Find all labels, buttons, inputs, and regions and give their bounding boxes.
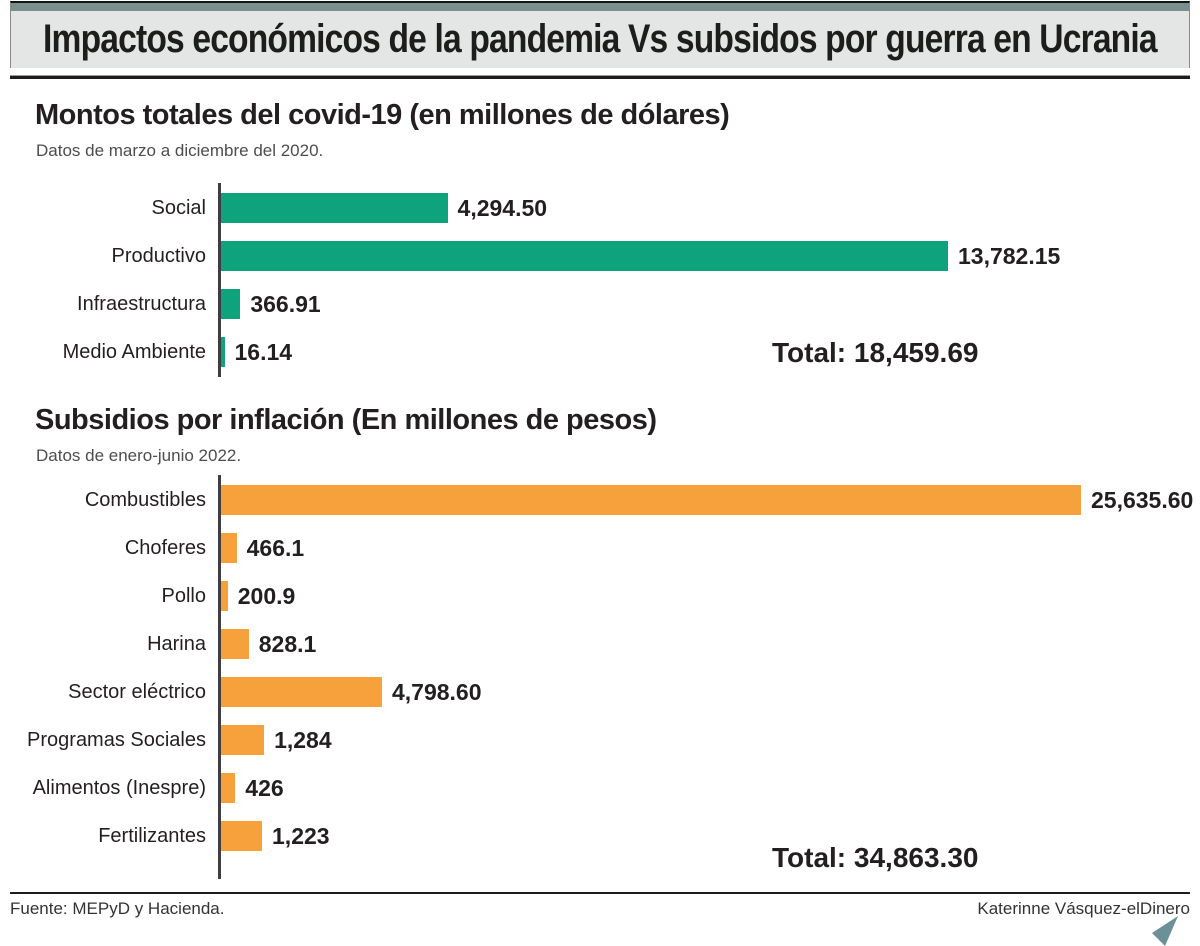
value-label: 16.14 bbox=[234, 338, 293, 365]
category-label: Programas Sociales bbox=[27, 728, 206, 751]
category-label: Productivo bbox=[111, 244, 207, 267]
value-label: 426 bbox=[245, 774, 284, 801]
chart-row: Infraestructura 366.91 bbox=[0, 289, 1200, 319]
category-label: Harina bbox=[147, 632, 206, 655]
chart-title: Montos totales del covid-19 (en millones… bbox=[35, 99, 730, 131]
chart-row: Pollo 200.9 bbox=[0, 581, 1200, 611]
chart-subtitle: Datos de enero-junio 2022. bbox=[36, 446, 242, 465]
source-credit: Fuente: MEPyD y Hacienda. bbox=[10, 899, 225, 918]
value-bar bbox=[221, 337, 225, 367]
value-bar bbox=[221, 725, 265, 755]
value-bar bbox=[221, 485, 1081, 515]
chart-subtitle: Datos de marzo a diciembre del 2020. bbox=[36, 141, 324, 160]
value-bar bbox=[221, 289, 241, 319]
value-label: 13,782.15 bbox=[958, 242, 1061, 269]
value-bar bbox=[221, 629, 249, 659]
header-accent-bar bbox=[11, 3, 1189, 11]
chart-row: Programas Sociales 1,284 bbox=[0, 725, 1200, 755]
bar-chart-subsidios: Combustibles 25,635.60 Choferes 466.1 Pollo 2… bbox=[0, 475, 1200, 879]
chart-row: Sector eléctrico 4,798.60 bbox=[0, 677, 1200, 707]
header: Impactos económicos de la pandemia Vs su… bbox=[10, 1, 1190, 68]
value-label: 366.91 bbox=[250, 290, 321, 317]
chart-row: Harina 828.1 bbox=[0, 629, 1200, 659]
category-label: Medio Ambiente bbox=[62, 340, 206, 363]
category-label: Alimentos (Inespre) bbox=[32, 776, 206, 799]
footer-rule bbox=[10, 892, 1190, 894]
value-label: 1,284 bbox=[274, 726, 332, 753]
page-title: Impactos económicos de la pandemia Vs su… bbox=[43, 17, 1157, 61]
value-label: 4,294.50 bbox=[457, 194, 548, 221]
category-label: Combustibles bbox=[84, 488, 206, 511]
category-label: Choferes bbox=[124, 536, 206, 559]
chart-title: Subsidios por inflación (En millones de … bbox=[35, 404, 657, 436]
value-label: 828.1 bbox=[258, 630, 317, 657]
chart-row: Medio Ambiente 16.14 bbox=[0, 337, 1200, 367]
category-label: Pollo bbox=[161, 584, 206, 607]
value-bar bbox=[221, 677, 382, 707]
chart-row: Choferes 466.1 bbox=[0, 533, 1200, 563]
value-bar bbox=[221, 773, 236, 803]
chart-total: Total: 18,459.69 bbox=[772, 337, 979, 368]
value-label: 1,223 bbox=[272, 822, 330, 849]
chart-row: Combustibles 25,635.60 bbox=[0, 485, 1200, 515]
chart-row: Social 4,294.50 bbox=[0, 193, 1200, 223]
value-label: 200.9 bbox=[237, 582, 296, 609]
category-label: Infraestructura bbox=[77, 292, 206, 315]
category-label: Social bbox=[151, 196, 206, 219]
value-label: 25,635.60 bbox=[1091, 486, 1194, 513]
title-band: Impactos económicos de la pandemia Vs su… bbox=[11, 11, 1189, 68]
value-label: 466.1 bbox=[246, 534, 305, 561]
category-label: Sector eléctrico bbox=[68, 680, 206, 703]
value-label: 4,798.60 bbox=[391, 678, 482, 705]
value-bar bbox=[221, 581, 228, 611]
chart-row: Fertilizantes 1,223 bbox=[0, 821, 1200, 851]
header-rule bbox=[10, 75, 1190, 79]
bar-chart-covid: Social 4,294.50 Productivo 13,782.15 Infraes… bbox=[0, 183, 1200, 377]
chart-row: Productivo 13,782.15 bbox=[0, 241, 1200, 271]
value-bar bbox=[221, 821, 263, 851]
corner-arrow-icon bbox=[1152, 916, 1178, 946]
value-bar bbox=[221, 533, 237, 563]
value-bar bbox=[221, 241, 948, 271]
value-bar bbox=[221, 193, 448, 223]
chart-total: Total: 34,863.30 bbox=[772, 842, 979, 873]
author-credit: Katerinne Vásquez-elDinero bbox=[977, 899, 1190, 918]
chart-row: Alimentos (Inespre) 426 bbox=[0, 773, 1200, 803]
category-label: Fertilizantes bbox=[98, 824, 206, 847]
